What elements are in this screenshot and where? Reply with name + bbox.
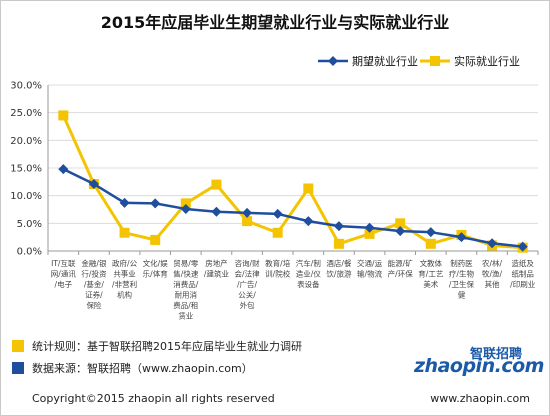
chart-title: 2015年应届毕业生期望就业行业与实际就业行业 (100, 13, 450, 32)
data-point-actual (180, 198, 191, 209)
logo-chinese-text: 智联招聘 (470, 347, 523, 362)
data-point-actual (211, 179, 222, 190)
y-tick-label: 0.0% (17, 247, 42, 258)
data-point-actual (364, 228, 375, 239)
x-tick-label: 文化/娱乐/体育 (143, 258, 169, 279)
note-text: 数据来源：智联招聘（www.zhaopin.com） (32, 362, 253, 375)
note-text: 统计规则：基于智联招聘2015年应届毕业生就业力调研 (32, 340, 302, 353)
legend-label-actual: 实际就业行业 (454, 54, 520, 68)
x-tick-label: 教育/培训/院校 (265, 258, 291, 279)
data-point-expected (425, 227, 436, 238)
x-tick-label: IT/互联网/通讯/电子 (51, 259, 77, 289)
data-point-actual (242, 216, 253, 227)
note-swatch-blue (12, 362, 24, 374)
data-point-actual (272, 227, 283, 238)
data-point-expected (487, 238, 498, 249)
note-swatch-yellow (12, 340, 24, 352)
data-point-expected (364, 222, 375, 233)
legend-marker-expected (328, 56, 338, 66)
data-point-actual (58, 110, 69, 121)
x-tick-label: 制药医疗/生物/卫生保健 (449, 258, 475, 300)
x-tick-label: 房地产/建筑业 (204, 258, 230, 279)
x-tick-label: 政府/公共事业/非营利机构 (112, 258, 138, 300)
data-point-expected (180, 203, 191, 214)
data-point-expected (242, 207, 253, 218)
line-chart: 0.0% 5.0% 10.0% 15.0% 20.0% 25.0% 30.0% IT/互联网/… (10, 54, 539, 321)
x-tick-label: 文教体育/工艺美术 (418, 258, 443, 289)
x-tick-label: 酒店/餐饮/旅游 (326, 258, 352, 279)
x-tick-label: 能源/矿产/环保 (388, 258, 414, 279)
data-point-actual (425, 238, 436, 249)
data-point-actual (150, 234, 161, 245)
y-tick-label: 20.0% (10, 136, 42, 147)
data-point-expected (272, 208, 283, 219)
x-tick-label: 交通/运输/物流 (357, 258, 383, 279)
data-point-expected (58, 164, 69, 175)
data-point-expected (119, 197, 130, 208)
x-tick-label: 贸易/零售/快速消费品/耐用消费品/租赁业 (173, 258, 199, 321)
data-point-expected (211, 206, 222, 217)
copyright-text: Copyright©2015 zhaopin all rights reserv… (32, 392, 275, 405)
data-point-expected (517, 241, 528, 252)
x-tick-label: 金融/银行/投资/基金/证券/保险 (81, 258, 107, 310)
zhaopin-logo: 智联招聘 zhaopin.com (406, 343, 544, 383)
series-line-actual (61, 114, 523, 250)
y-tick-label: 25.0% (10, 108, 42, 119)
data-point-expected (150, 198, 161, 209)
footer-website: www.zhaopin.com (430, 392, 530, 405)
data-point-expected (333, 221, 344, 232)
y-tick-label: 30.0% (10, 81, 42, 92)
x-tick-label: 造纸及纸制品/印刷业 (510, 258, 536, 289)
data-point-expected (456, 232, 467, 243)
x-tick-label: 汽车/制造业/仪表设备 (296, 258, 322, 289)
logo-wordmark: zhaopin.com (414, 355, 544, 377)
y-tick-label: 15.0% (10, 164, 42, 175)
footer: Copyright©2015 zhaopin all rights reserv… (0, 392, 550, 408)
data-point-actual (303, 183, 314, 194)
data-point-actual (119, 227, 130, 238)
data-point-actual (395, 218, 406, 229)
data-point-expected (88, 179, 99, 190)
x-tick-label: 农/林/牧/渔/其他 (482, 258, 503, 289)
series-line-expected (62, 167, 523, 248)
legend-marker-actual (430, 56, 440, 66)
x-tick-label: 咨询/财会/法律/广告/公关/外包 (235, 258, 261, 310)
y-tick-label: 10.0% (10, 191, 42, 202)
data-point-expected (303, 216, 314, 227)
data-point-expected (395, 226, 406, 237)
y-tick-label: 5.0% (17, 219, 42, 230)
data-point-actual (333, 238, 344, 249)
legend-label-expected: 期望就业行业 (352, 54, 418, 68)
